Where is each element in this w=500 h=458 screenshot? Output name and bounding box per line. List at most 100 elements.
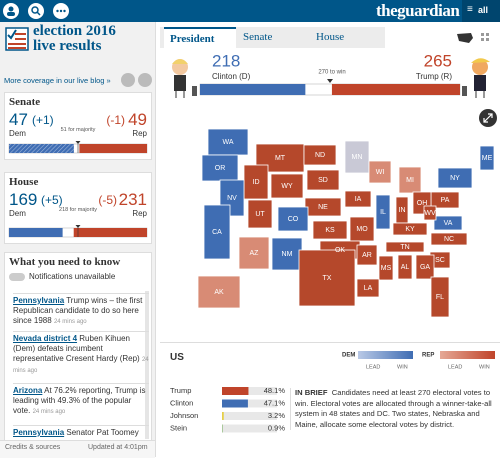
vote-share: 3.2% — [268, 411, 285, 420]
header-icons — [0, 0, 80, 22]
state-label: WA — [222, 139, 233, 146]
in-brief-label: IN BRIEF — [295, 388, 328, 397]
legend-rep-swatch — [440, 351, 495, 359]
state-label: PA — [441, 197, 450, 204]
legend-win: WIN — [479, 364, 490, 370]
news-time: 24 mins ago — [33, 409, 66, 415]
vote-share: 0.9% — [268, 423, 285, 432]
to-win-label: 270 to win — [318, 70, 345, 76]
map-view-icon[interactable] — [457, 33, 473, 43]
state-label: NE — [318, 204, 328, 211]
trump-votes: 265 — [424, 51, 452, 70]
dem-bar — [9, 144, 74, 153]
state-label: WY — [281, 183, 293, 190]
president-panel: 218 Clinton (D) 265 Trump (R) 270 to win — [160, 50, 500, 106]
state-label: SC — [435, 257, 445, 264]
trump-bar — [332, 84, 460, 95]
grid-view-icon[interactable] — [481, 33, 484, 36]
state-label: AK — [214, 289, 224, 296]
state-label: GA — [420, 264, 430, 271]
legend-rep: REP — [422, 353, 434, 359]
updated-time: Updated at 4:01pm — [88, 444, 148, 451]
candidate-name: Stein — [170, 423, 187, 432]
facebook-icon[interactable] — [121, 73, 135, 87]
logo[interactable]: theguardian — [376, 1, 459, 21]
state-label: FL — [436, 294, 444, 301]
news-item: Pennsylvania Trump wins – the first Repu… — [13, 293, 149, 327]
news-item: Pennsylvania Senator Pat Toomey — [13, 425, 149, 438]
candidate-name: Trump — [170, 386, 191, 395]
state-label: CA — [212, 229, 222, 236]
dem-change: (+5) — [41, 193, 63, 207]
clinton-bar — [200, 84, 305, 95]
vote-bar — [222, 400, 248, 408]
rep-change: (-1) — [106, 113, 125, 127]
news-item: Nevada district 4 Ruben Kihuen (Dem) def… — [13, 331, 149, 376]
tab[interactable]: House — [310, 27, 382, 48]
twitter-icon[interactable] — [138, 73, 152, 87]
majority-label: 51 for majority — [5, 127, 151, 133]
state-label: MS — [381, 265, 392, 272]
news-item: Arizona At 76.2% reporting, Trump is lea… — [13, 383, 149, 417]
news-title: What you need to know — [9, 256, 120, 268]
box-title: House — [9, 176, 38, 188]
state-label: SD — [318, 177, 328, 184]
trump-caricature — [462, 58, 490, 98]
candidate-name: Clinton — [170, 398, 193, 407]
divider — [160, 342, 500, 343]
vote-bar — [222, 412, 224, 420]
toggle[interactable] — [9, 273, 25, 281]
tab[interactable]: Senate — [237, 27, 309, 48]
state-label: ID — [253, 179, 260, 186]
state-label: ME — [482, 155, 493, 162]
credits-link[interactable]: Credits & sources — [5, 444, 60, 451]
state-label: UT — [255, 211, 265, 218]
state-label: KY — [405, 226, 415, 233]
state-label: IL — [380, 209, 386, 216]
state-label: TN — [400, 244, 409, 251]
state-label: NC — [444, 236, 454, 243]
dem-change: (+1) — [32, 113, 54, 127]
blog-link[interactable]: More coverage in our live blog » — [4, 76, 111, 85]
search-icon[interactable] — [28, 3, 44, 19]
state-label: WV — [424, 210, 436, 217]
state-label: NY — [450, 175, 460, 182]
state-label: CO — [288, 216, 299, 223]
vote-share: 48.1% — [264, 386, 286, 395]
share-icons — [120, 72, 154, 88]
seat-bar — [5, 141, 151, 155]
tab[interactable]: President — [164, 27, 236, 48]
news-time: 24 mins ago — [54, 319, 87, 325]
state-label: TX — [323, 275, 332, 282]
majority-marker — [76, 225, 81, 228]
us-title: US — [170, 352, 184, 363]
title-line: election 2016 — [33, 24, 116, 39]
menu-label[interactable]: all — [478, 5, 488, 15]
majority-marker — [76, 141, 81, 144]
candidate-name: Johnson — [170, 411, 198, 420]
seat-bar — [5, 225, 151, 239]
dem-bar — [9, 228, 63, 237]
title-line: live results — [33, 39, 116, 54]
majority-label: 218 for majority — [5, 207, 151, 213]
news-place: Pennsylvania — [13, 428, 64, 437]
news-text: Senator Pat Toomey — [66, 428, 138, 437]
news-place: Nevada district 4 — [13, 334, 77, 343]
state-label: MT — [275, 155, 286, 162]
trump-label: Trump (R) — [416, 72, 452, 81]
notifications-label: Notifications unavailable — [29, 272, 115, 281]
menu-icon: ≡ — [467, 4, 473, 15]
legend-dem: DEM — [342, 353, 355, 359]
vote-bar — [222, 387, 248, 395]
legend-lead: LEAD — [366, 364, 380, 370]
news-box: What you need to know Notifications unav… — [4, 252, 152, 442]
state-label: VA — [444, 220, 453, 227]
legend: DEM LEAD WIN REP LEAD WIN — [330, 346, 500, 376]
legend-win: WIN — [397, 364, 408, 370]
rep-bar — [79, 144, 147, 153]
